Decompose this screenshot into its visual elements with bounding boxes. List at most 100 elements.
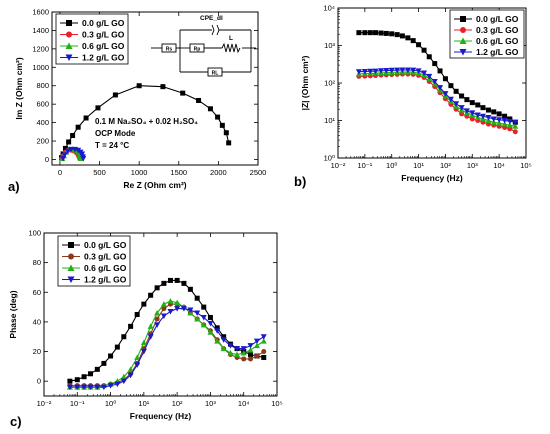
- data-point: [194, 295, 200, 301]
- data-point: [378, 30, 384, 36]
- data-point: [141, 301, 147, 307]
- data-point: [94, 366, 100, 372]
- data-point: [437, 85, 444, 91]
- data-point: [234, 346, 241, 352]
- data-point: [114, 344, 120, 350]
- x-tick-label: 500: [93, 168, 106, 177]
- data-point: [154, 310, 161, 316]
- legend-marker: [459, 37, 467, 44]
- data-point: [134, 312, 140, 317]
- x-tick-label: 10⁻¹: [70, 399, 85, 408]
- data-point: [207, 320, 214, 327]
- data-point: [355, 69, 362, 75]
- data-point: [83, 115, 89, 121]
- data-point: [80, 156, 87, 162]
- data-point: [253, 338, 260, 345]
- electrolyte-label: 0.1 M Na₂SO₄ + 0.02 H₂SO₄: [95, 117, 198, 126]
- data-point: [399, 33, 405, 39]
- rl-label: RL: [212, 71, 219, 77]
- data-point: [405, 35, 411, 41]
- data-point: [447, 96, 454, 103]
- data-point: [147, 334, 154, 340]
- plot-frame: [43, 232, 278, 397]
- data-point: [227, 350, 234, 356]
- data-point: [200, 321, 207, 328]
- data-point: [167, 277, 173, 283]
- legend: 0.0 g/L GO0.3 g/L GO0.6 g/L GO1.2 g/L GO: [57, 235, 131, 287]
- data-point: [431, 78, 438, 85]
- inductor-label: L: [229, 35, 233, 42]
- temperature-label: T = 24 °C: [95, 141, 129, 150]
- data-point: [410, 38, 416, 44]
- data-point: [81, 384, 88, 391]
- x-tick-label: 10¹: [413, 161, 424, 170]
- data-point: [458, 105, 465, 111]
- legend-marker: [66, 31, 72, 38]
- y-tick-label: 60: [33, 288, 41, 297]
- data-point: [161, 306, 167, 312]
- y-tick-label: 80: [33, 258, 41, 267]
- data-point: [372, 68, 379, 75]
- cpe-plate: [216, 24, 220, 36]
- legend: 0.0 g/L GO0.3 g/L GO0.6 g/L GO1.2 g/L GO: [449, 9, 525, 59]
- x-axis-title: Frequency (Hz): [401, 173, 463, 183]
- legend-marker: [460, 16, 466, 22]
- data-point: [464, 97, 470, 103]
- legend-label: 0.0 g/L GO: [84, 240, 127, 250]
- x-tick-label: 10³: [467, 161, 478, 170]
- data-point: [248, 356, 254, 362]
- data-point: [261, 354, 267, 360]
- series-0: [67, 277, 267, 384]
- data-point: [254, 353, 260, 359]
- data-point: [453, 88, 459, 94]
- data-point: [219, 122, 225, 128]
- data-point: [79, 151, 86, 157]
- mode-label: OCP Mode: [95, 129, 136, 138]
- data-point: [247, 343, 254, 349]
- data-point: [448, 83, 454, 89]
- data-point: [114, 381, 121, 388]
- legend-marker: [460, 27, 466, 33]
- data-point: [442, 91, 449, 97]
- data-point: [389, 31, 395, 37]
- data-point: [66, 139, 72, 145]
- series-3: [60, 146, 87, 162]
- data-point: [200, 314, 207, 321]
- y-tick-label: 100: [28, 229, 41, 238]
- data-point: [121, 334, 127, 340]
- data-point: [223, 130, 229, 136]
- series-2: [66, 298, 267, 390]
- x-tick-label: 10⁰: [386, 161, 397, 170]
- data-point: [362, 30, 368, 36]
- data-point: [356, 30, 362, 36]
- x-tick-label: 10²: [172, 399, 183, 408]
- data-point: [174, 277, 180, 283]
- data-point: [261, 349, 267, 355]
- data-point: [161, 280, 167, 286]
- data-point: [248, 352, 254, 358]
- data-point: [154, 285, 160, 291]
- data-point: [74, 377, 80, 383]
- y-tick-label: 800: [36, 81, 49, 90]
- x-tick-label: 10⁵: [271, 399, 282, 408]
- x-tick-label: 10⁻²: [37, 399, 52, 408]
- data-point: [361, 68, 368, 75]
- legend-marker: [67, 276, 75, 283]
- data-point: [459, 93, 465, 99]
- series-3: [66, 306, 267, 391]
- data-point: [187, 286, 193, 292]
- y-tick-label: 200: [36, 137, 49, 146]
- data-point: [394, 67, 401, 74]
- data-point: [154, 316, 160, 322]
- x-tick-label: 2000: [210, 168, 227, 177]
- data-point: [253, 342, 260, 349]
- data-point: [180, 90, 186, 96]
- legend-label: 1.2 g/L GO: [476, 47, 519, 57]
- data-point: [214, 328, 221, 334]
- data-point: [187, 307, 194, 314]
- y-tick-label: 10⁰: [324, 154, 335, 163]
- data-point: [167, 309, 174, 315]
- data-point: [485, 115, 492, 121]
- data-point: [194, 310, 201, 317]
- legend-label: 0.3 g/L GO: [476, 25, 519, 35]
